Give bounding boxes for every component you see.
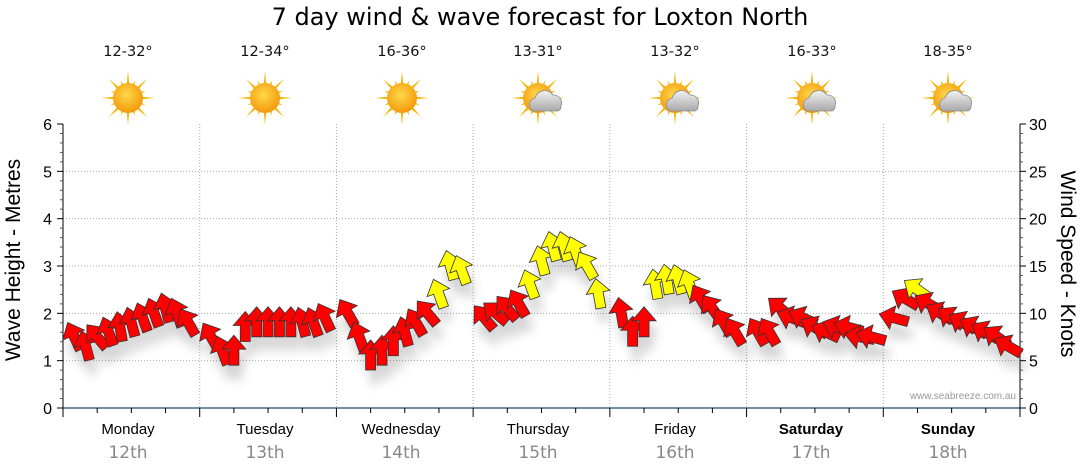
wind-arrow — [585, 278, 611, 310]
date-label-4: 16th — [655, 443, 695, 463]
partly-cloudy-icon — [511, 71, 565, 125]
y-tick-label-left: 1 — [43, 354, 52, 371]
wind-arrow — [994, 334, 1024, 359]
date-label-3: 15th — [518, 443, 558, 463]
day-label-0: Monday — [101, 421, 155, 438]
arrow-shadow — [478, 319, 502, 347]
y-tick-label-right: 0 — [1029, 401, 1038, 418]
day-label-4: Friday — [654, 421, 696, 438]
date-label-5: 17th — [791, 443, 831, 463]
wind-arrow — [221, 334, 247, 366]
y-tick-label-right: 10 — [1029, 306, 1047, 323]
wind-arrow — [312, 303, 337, 334]
y-tick-label-left: 2 — [43, 306, 52, 323]
temp-1: 12-34° — [240, 44, 290, 60]
arrow-shadow — [815, 334, 846, 357]
y-tick-label-right: 5 — [1029, 354, 1038, 371]
credit-link[interactable]: www.seabreeze.com.au — [909, 391, 1016, 402]
y-tick-label-left: 6 — [43, 117, 52, 134]
arrow-shadow — [421, 315, 445, 342]
wind-arrow — [631, 306, 657, 338]
y-tick-label-right: 15 — [1029, 259, 1047, 276]
sunny-icon — [238, 71, 292, 125]
y-tick-label-right: 30 — [1029, 117, 1047, 134]
temp-5: 16-33° — [787, 44, 837, 60]
y-tick-label-left: 4 — [43, 212, 52, 229]
y-tick-label-right: 20 — [1029, 212, 1047, 229]
partly-cloudy-icon — [921, 71, 975, 125]
day-label-3: Thursday — [506, 421, 570, 438]
partly-cloudy-icon — [785, 71, 839, 125]
y-tick-label-left: 3 — [43, 259, 52, 276]
wind-arrow — [855, 324, 888, 350]
day-label-2: Wednesday — [361, 421, 441, 438]
sunny-icon — [101, 71, 155, 125]
arrow-shadow — [90, 338, 115, 365]
wind-arrow — [575, 251, 599, 282]
temp-2: 16-36° — [377, 44, 427, 60]
wind-arrow — [506, 289, 531, 320]
temp-0: 12-32° — [103, 44, 153, 60]
arrow-shadow — [998, 349, 1028, 372]
day-label-1: Tuesday — [236, 421, 294, 438]
wind-arrow — [517, 269, 542, 301]
date-label-2: 14th — [381, 443, 421, 463]
wind-arrow — [416, 300, 441, 328]
y-axis-label-left: Wave Height - Metres — [2, 158, 25, 362]
date-label-6: 18th — [928, 443, 968, 463]
date-label-0: 12th — [108, 443, 148, 463]
wind-arrow — [878, 305, 910, 331]
day-label-6: Sunday — [920, 421, 976, 438]
wind-arrow — [449, 255, 474, 287]
partly-cloudy-icon — [648, 71, 702, 125]
day-label-5: Saturday — [778, 421, 844, 438]
y-tick-label-right: 25 — [1029, 164, 1047, 181]
wind-arrow — [176, 308, 201, 338]
wind-arrow — [757, 317, 782, 348]
y-tick-label-left: 5 — [43, 164, 52, 181]
date-label-1: 13th — [245, 443, 285, 463]
y-tick-label-left: 0 — [43, 401, 52, 418]
temp-4: 13-32° — [650, 44, 700, 60]
temp-6: 18-35° — [923, 44, 973, 60]
wind-arrow — [723, 317, 748, 348]
wind-arrow — [426, 278, 451, 310]
temp-3: 13-31° — [513, 44, 563, 60]
chart-title: 7 day wind & wave forecast for Loxton No… — [271, 3, 809, 31]
sunny-icon — [375, 71, 429, 125]
y-axis-label-right: Wind Speed - Knots — [1056, 170, 1079, 358]
